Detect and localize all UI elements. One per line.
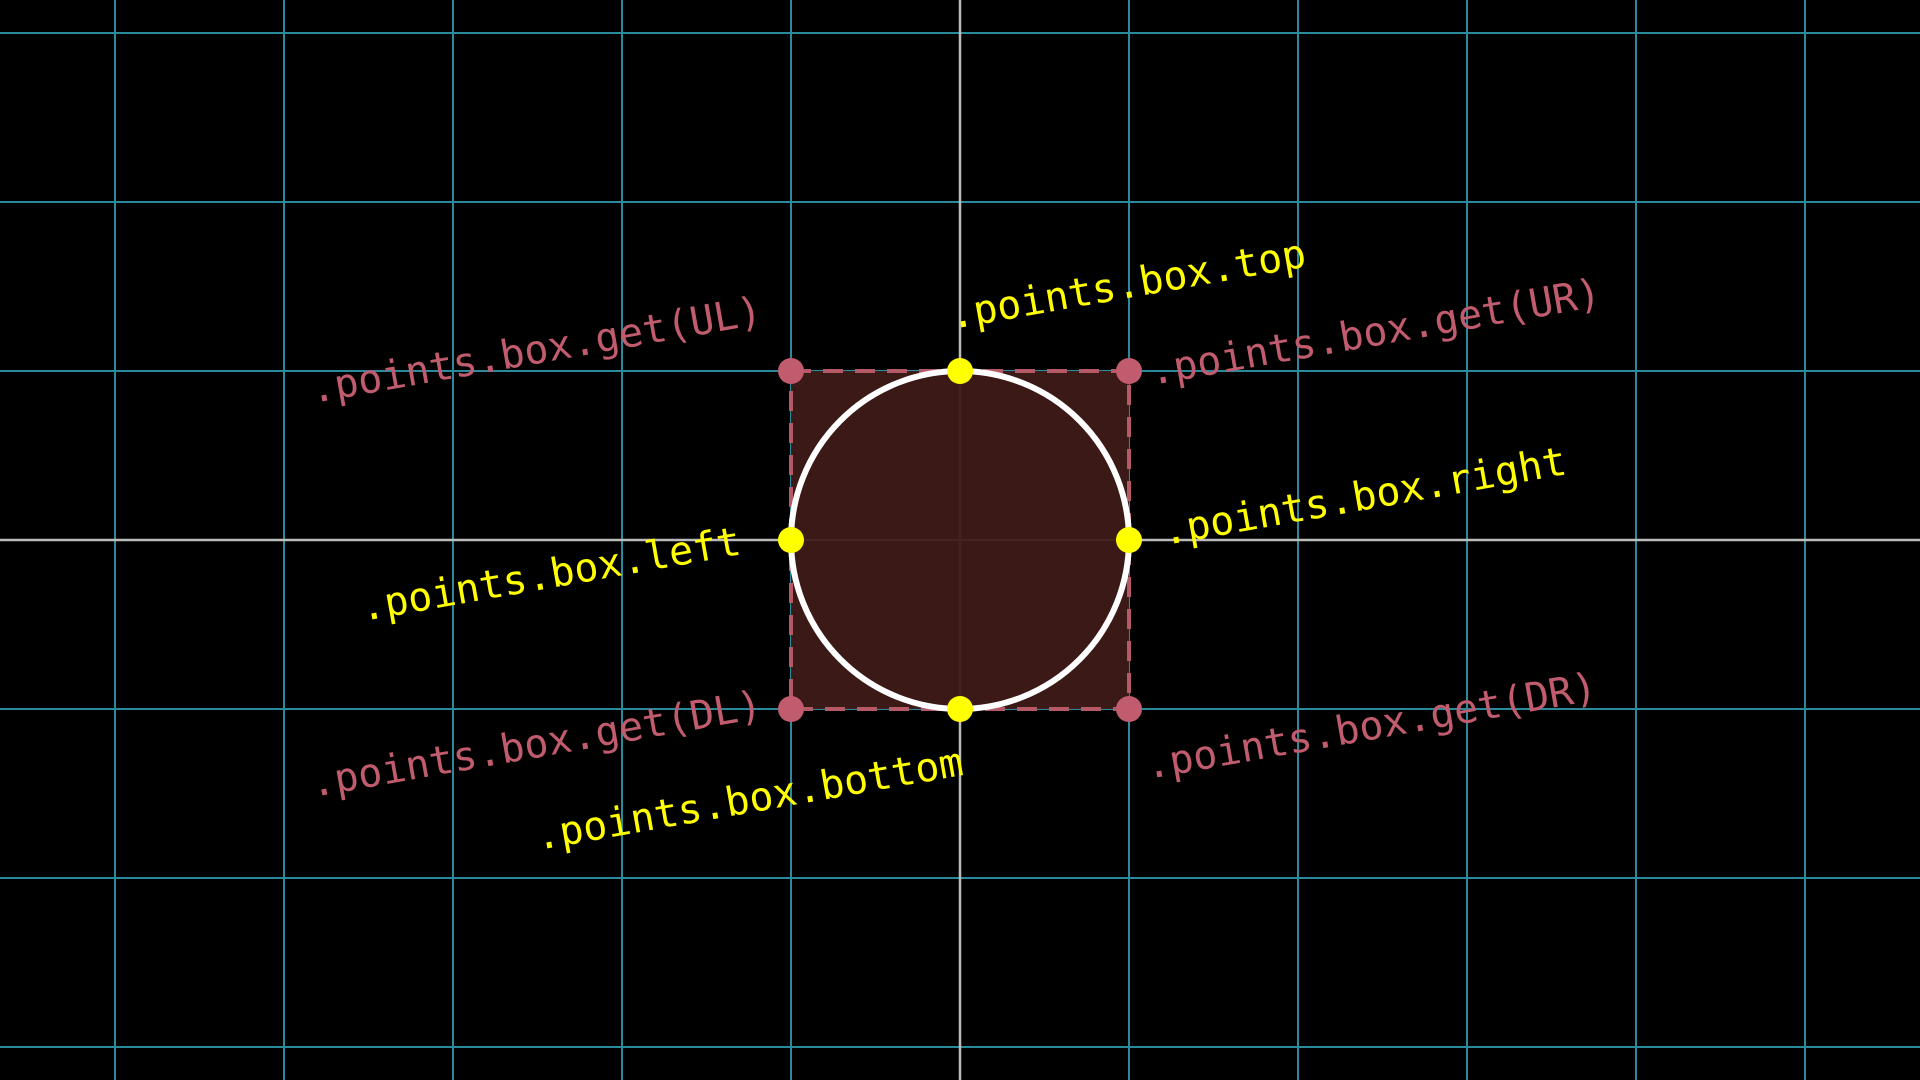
corner-dot-ur (1116, 358, 1142, 384)
edge-dot-right (1116, 527, 1142, 553)
corner-dot-dr (1116, 696, 1142, 722)
corner-dot-dl (778, 696, 804, 722)
edge-dot-top (947, 358, 973, 384)
edge-dot-bottom (947, 696, 973, 722)
edge-dot-left (778, 527, 804, 553)
corner-dot-ul (778, 358, 804, 384)
